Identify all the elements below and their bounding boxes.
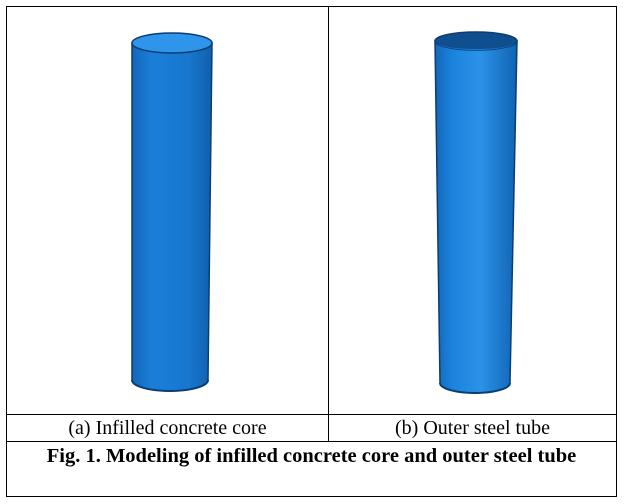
- concrete-core-cylinder-icon: [131, 32, 213, 392]
- figure-title: Fig. 1. Modeling of infilled concrete co…: [46, 445, 577, 467]
- panel-b-steel-tube: [329, 7, 616, 414]
- figure-panels: [7, 7, 616, 415]
- caption-row: (a) Infilled concrete core (b) Outer ste…: [7, 415, 616, 442]
- figure-table: (a) Infilled concrete core (b) Outer ste…: [6, 6, 617, 497]
- panel-a-caption: (a) Infilled concrete core: [7, 415, 329, 441]
- panel-a-concrete-core: [7, 7, 329, 414]
- steel-tube-cylinder-icon: [434, 31, 518, 394]
- panel-b-caption: (b) Outer steel tube: [395, 417, 550, 439]
